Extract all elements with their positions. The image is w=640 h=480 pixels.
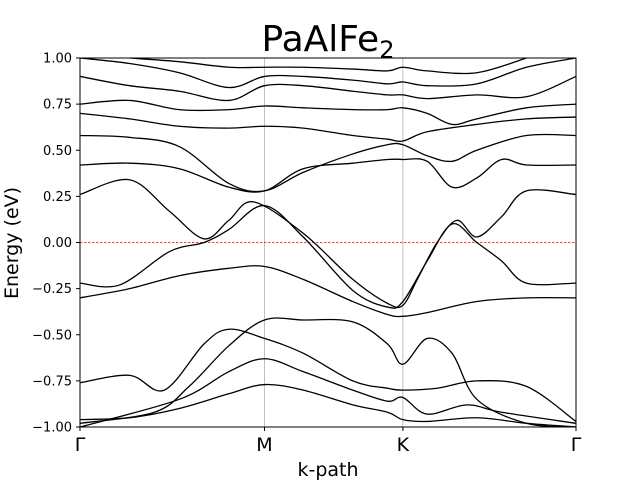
- y-tick-label-0: −1.00: [32, 421, 72, 436]
- band-line-10: [80, 112, 576, 143]
- plot-area: −1.00 −0.75 −0.50 −0.25 0.00 0.25 0.50 0.75 1.00…: [32, 52, 582, 457]
- chart-title: PaAlFe2: [262, 19, 395, 64]
- y-tick-label-6: 0.50: [43, 144, 72, 159]
- y-tick-label-4: 0.00: [43, 236, 72, 251]
- x-axis-label: k-path: [297, 459, 358, 480]
- band-line-2: [80, 328, 576, 422]
- band-line-8: [80, 158, 576, 193]
- y-tick-label-3: −0.25: [32, 282, 72, 297]
- band-line-12: [80, 75, 576, 102]
- band-line-3: [80, 317, 576, 427]
- x-tick-label-1: M: [256, 434, 272, 456]
- y-tick-label-5: 0.25: [43, 190, 72, 205]
- y-tick-label-2: −0.50: [32, 328, 72, 343]
- band-line-7: [80, 178, 576, 309]
- band-line-13: [80, 58, 576, 89]
- band-line-11: [80, 99, 576, 126]
- band-line-4: [80, 358, 576, 427]
- x-tick-label-0: Γ: [75, 434, 86, 456]
- y-tick-label-7: 0.75: [43, 98, 72, 113]
- y-tick-label-8: 1.00: [43, 52, 72, 67]
- band-line-5: [80, 265, 576, 318]
- band-line-14: [129, 58, 527, 75]
- band-line-1: [80, 383, 576, 427]
- band-line-6: [80, 204, 576, 309]
- band-line-9: [80, 133, 576, 193]
- y-tick-label-1: −0.75: [32, 374, 72, 389]
- y-axis-label: Energy (eV): [1, 187, 23, 299]
- x-tick-label-2: K: [397, 434, 410, 456]
- x-tick-label-3: Γ: [571, 434, 582, 456]
